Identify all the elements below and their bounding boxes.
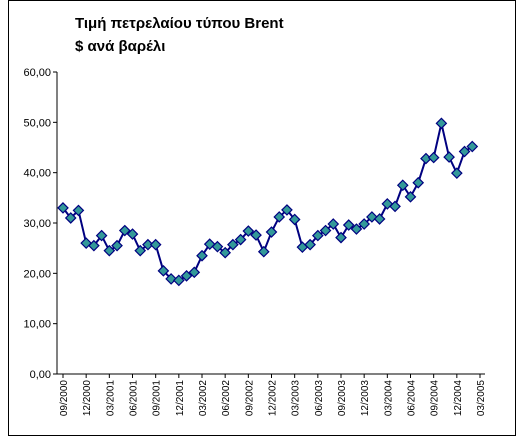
chart-title: Τιμή πετρελαίου τύπου Brent — [75, 15, 284, 32]
data-point — [435, 117, 448, 130]
data-point — [134, 244, 147, 257]
x-tick-label: 06/2004 — [407, 380, 418, 417]
x-tick-label: 03/2003 — [291, 380, 302, 417]
data-point — [450, 167, 463, 180]
data-point — [227, 238, 239, 251]
x-tick-label: 03/2005 — [476, 380, 487, 417]
data-point — [242, 225, 255, 237]
x-tick-label: 12/2002 — [268, 380, 279, 417]
data-point — [219, 246, 232, 259]
x-tick-label: 03/2001 — [105, 380, 116, 417]
data-point — [196, 249, 208, 262]
chart-frame — [8, 0, 516, 436]
data-point — [427, 151, 440, 164]
data-point — [327, 218, 340, 230]
data-point — [250, 229, 262, 241]
y-tick-label: 30,00 — [23, 218, 51, 230]
data-point — [319, 224, 332, 237]
y-tick-label: 40,00 — [23, 168, 51, 180]
y-tick-label: 60,00 — [23, 67, 51, 79]
data-point — [64, 212, 77, 224]
data-point — [188, 266, 201, 279]
x-tick-label: 12/2004 — [453, 380, 464, 417]
data-point — [265, 226, 278, 238]
x-tick-label: 09/2000 — [59, 380, 70, 417]
data-point — [443, 151, 455, 163]
data-point — [304, 238, 316, 251]
data-point — [95, 229, 108, 242]
data-point — [72, 204, 85, 217]
x-tick-label: 09/2001 — [152, 380, 163, 417]
data-point — [157, 264, 170, 277]
x-tick-label: 09/2003 — [337, 380, 348, 417]
data-point — [342, 219, 355, 231]
data-point — [335, 231, 347, 244]
x-tick-label: 06/2001 — [129, 380, 140, 417]
data-point — [458, 145, 471, 158]
x-tick-label: 06/2003 — [314, 380, 325, 417]
data-point — [466, 140, 479, 153]
data-point — [389, 200, 401, 213]
data-point — [211, 240, 224, 253]
data-point — [103, 244, 116, 257]
data-point — [358, 218, 371, 230]
data-point — [396, 179, 409, 192]
data-point — [350, 223, 363, 235]
data-point — [273, 211, 286, 223]
data-point — [88, 239, 100, 252]
data-point — [165, 273, 177, 285]
y-tick-label: 20,00 — [23, 268, 51, 280]
data-point — [366, 211, 378, 223]
x-tick-label: 03/2002 — [198, 380, 209, 417]
data-point — [281, 204, 293, 216]
data-point — [234, 233, 247, 246]
data-point — [412, 176, 425, 189]
x-tick-label: 12/2000 — [82, 380, 93, 417]
data-point — [111, 239, 123, 252]
y-tick-label: 10,00 — [23, 319, 51, 331]
data-point — [288, 213, 301, 226]
x-tick-label: 09/2002 — [244, 380, 255, 417]
x-tick-label: 03/2004 — [383, 380, 394, 417]
x-tick-label: 09/2004 — [430, 380, 441, 417]
x-tick-label: 06/2002 — [221, 380, 232, 417]
data-point — [57, 202, 69, 214]
data-point — [142, 238, 154, 251]
data-point — [257, 245, 270, 258]
data-point — [126, 228, 139, 240]
data-point — [404, 190, 417, 203]
data-point — [311, 229, 324, 242]
chart-subtitle: $ ανά βαρέλι — [75, 38, 165, 55]
data-point — [172, 274, 185, 287]
data-point — [118, 224, 131, 237]
x-tick-label: 12/2001 — [175, 380, 186, 417]
data-point — [180, 270, 193, 282]
y-tick-label: 50,00 — [23, 117, 51, 129]
data-point — [149, 238, 162, 251]
x-tick-label: 12/2003 — [360, 380, 371, 417]
y-tick-label: 0,00 — [30, 369, 51, 381]
data-point — [373, 213, 386, 225]
